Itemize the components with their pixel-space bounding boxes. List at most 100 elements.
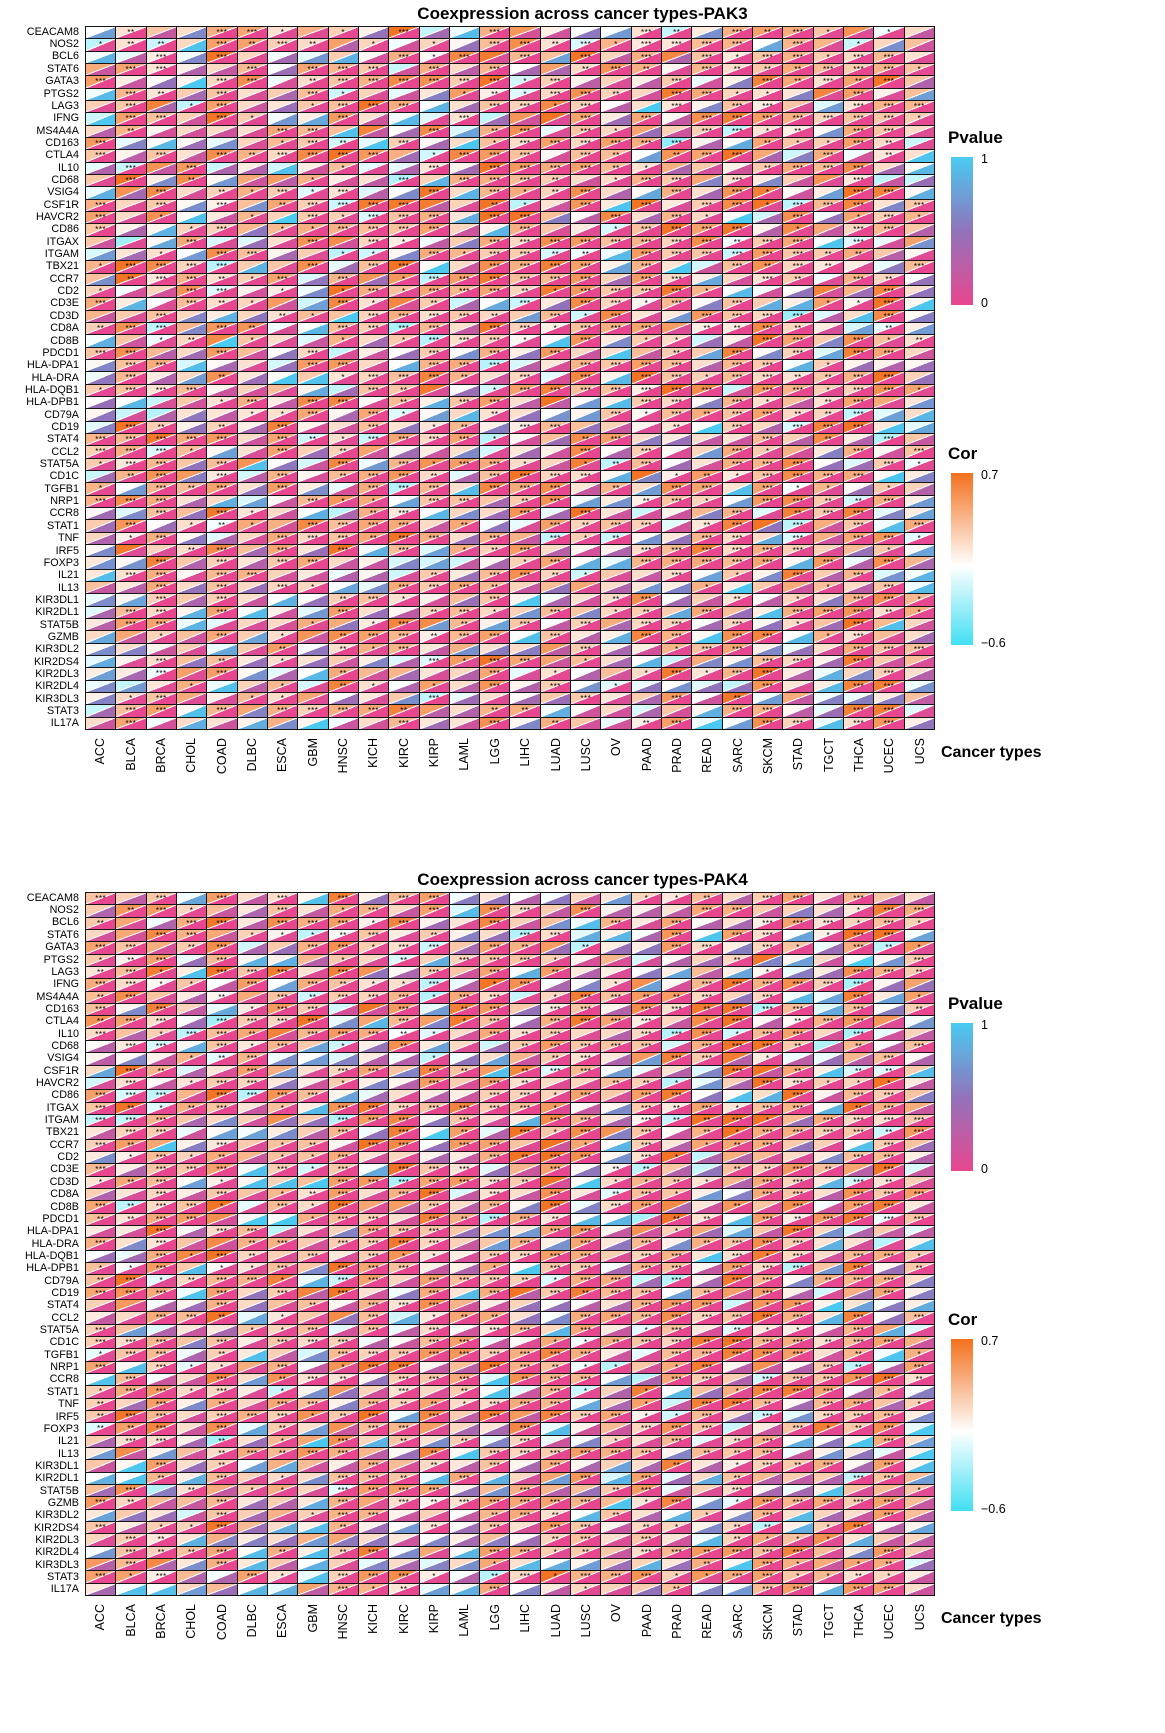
cell — [601, 1139, 631, 1151]
significance-stars: *** — [368, 1177, 379, 1187]
significance-stars: * — [705, 286, 709, 296]
cell — [328, 618, 358, 631]
cell: *** — [419, 532, 449, 544]
cell: *** — [267, 1040, 298, 1053]
col-label: ESCA — [275, 738, 290, 773]
cell: *** — [662, 544, 692, 557]
significance-stars: * — [553, 1091, 558, 1101]
significance-stars: *** — [459, 1140, 470, 1150]
cell — [389, 569, 419, 581]
significance-stars: * — [765, 89, 770, 99]
cell: *** — [631, 1016, 662, 1028]
cell — [631, 1349, 662, 1361]
cell: *** — [358, 631, 389, 643]
cell — [358, 1077, 389, 1090]
significance-stars: * — [826, 52, 831, 62]
cell: * — [571, 1361, 601, 1373]
significance-stars: *** — [155, 1362, 167, 1372]
cell: *** — [783, 1176, 813, 1188]
cell: *** — [904, 1213, 934, 1225]
cell — [176, 125, 207, 137]
cell — [753, 39, 783, 51]
significance-stars: *** — [883, 299, 895, 309]
cell — [904, 174, 934, 187]
cell — [540, 1299, 571, 1312]
significance-stars: * — [371, 980, 376, 990]
cell: *** — [146, 495, 176, 507]
cell — [692, 187, 722, 199]
significance-stars: *** — [216, 151, 228, 161]
significance-stars: *** — [186, 918, 198, 928]
cell — [601, 187, 631, 199]
significance-stars: *** — [489, 348, 501, 358]
cell: *** — [328, 76, 358, 88]
cell — [813, 544, 844, 557]
cell: *** — [571, 162, 601, 174]
cell — [298, 1040, 328, 1053]
significance-stars: *** — [95, 943, 107, 953]
cell: *** — [540, 1497, 571, 1509]
cell: *** — [116, 1065, 146, 1077]
cell — [904, 1460, 934, 1472]
cell: *** — [904, 261, 934, 273]
significance-stars: *** — [216, 1276, 228, 1286]
cell — [298, 421, 328, 433]
significance-stars: *** — [731, 249, 743, 259]
significance-stars: *** — [641, 52, 652, 62]
cell — [753, 692, 783, 705]
cell: *** — [480, 1349, 510, 1361]
cell: *** — [358, 1065, 389, 1077]
cell — [844, 322, 874, 335]
significance-stars: *** — [701, 52, 713, 62]
cell — [146, 1373, 176, 1386]
significance-stars: ** — [582, 943, 590, 953]
cell: *** — [540, 520, 571, 532]
cell: *** — [298, 1028, 328, 1040]
significance-stars: *** — [459, 434, 470, 444]
cell: *** — [176, 162, 207, 174]
cell — [631, 88, 662, 100]
cell: * — [813, 359, 844, 372]
cell — [146, 137, 176, 150]
significance-stars: *** — [489, 286, 501, 296]
significance-stars: *** — [883, 1103, 895, 1113]
cell: * — [753, 88, 783, 100]
cell — [480, 893, 510, 905]
cell — [662, 458, 692, 470]
cell — [328, 1386, 358, 1398]
cell — [813, 458, 844, 470]
cell — [267, 594, 298, 606]
cell — [874, 236, 904, 248]
cell — [237, 1299, 267, 1312]
cell: * — [176, 520, 207, 532]
cell — [389, 248, 419, 261]
cell: *** — [510, 470, 540, 483]
significance-stars: *** — [186, 1313, 198, 1323]
significance-stars: *** — [883, 1054, 895, 1064]
cell: *** — [692, 51, 722, 63]
cell: *** — [753, 1028, 783, 1040]
cell — [722, 1287, 753, 1299]
significance-stars: *** — [519, 1510, 531, 1520]
cell: * — [631, 1386, 662, 1398]
cell: *** — [874, 51, 904, 63]
significance-stars: ** — [885, 151, 893, 161]
significance-stars: *** — [368, 101, 379, 111]
significance-stars: *** — [216, 200, 228, 210]
significance-stars: *** — [155, 930, 167, 940]
significance-stars: *** — [277, 422, 288, 432]
cell: ** — [692, 470, 722, 483]
significance-stars: *** — [368, 1276, 379, 1286]
significance-stars: ** — [339, 138, 347, 148]
significance-stars: * — [280, 1276, 285, 1286]
cell: *** — [419, 905, 449, 917]
significance-stars: * — [189, 447, 194, 457]
significance-stars: *** — [913, 1189, 925, 1199]
significance-stars: *** — [337, 992, 349, 1002]
significance-stars: *** — [95, 1103, 107, 1113]
significance-stars: *** — [125, 1128, 137, 1138]
cell: ** — [783, 1016, 813, 1028]
significance-stars: *** — [731, 521, 743, 531]
cell — [237, 893, 267, 905]
cell — [86, 717, 116, 729]
